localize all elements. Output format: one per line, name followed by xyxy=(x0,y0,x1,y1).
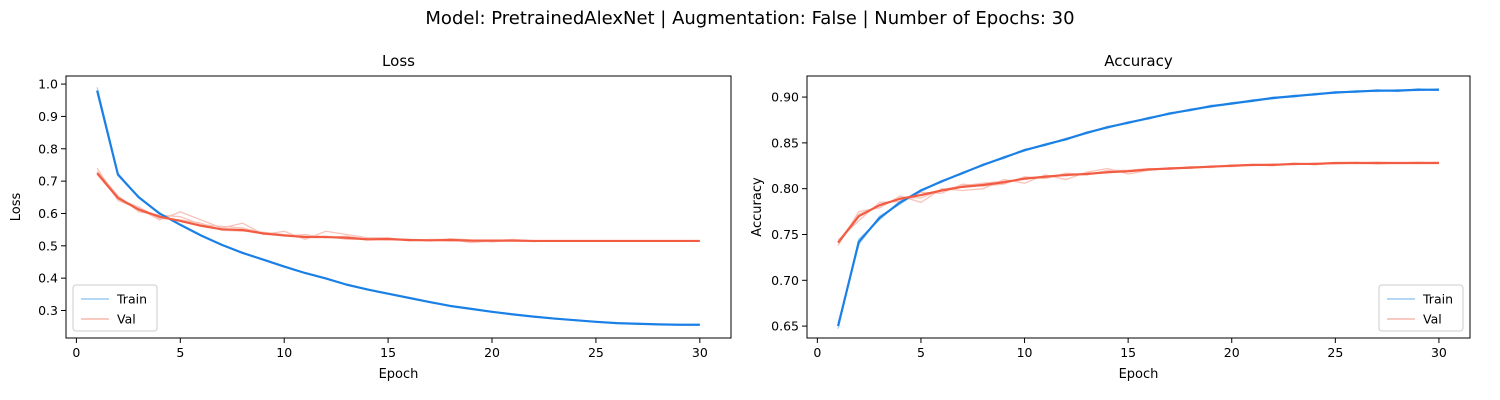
accuracy-xtick-label: 30 xyxy=(1431,345,1447,360)
accuracy-axes-frame xyxy=(806,75,1471,339)
loss-train-run-1-line xyxy=(96,87,700,326)
accuracy-train-mean-line xyxy=(837,88,1439,327)
loss-chart: Loss 0 5 10 15 20 25 30 0.3 0.4 0.5 0.6 0.7 0.8 0.9 1.0… xyxy=(9,52,732,382)
loss-legend: Train Val xyxy=(72,284,158,332)
loss-legend-label-train: Train xyxy=(116,292,147,307)
loss-train-mean-line xyxy=(96,90,700,326)
accuracy-val-run-3-line xyxy=(837,161,1439,243)
accuracy-legend-label-val: Val xyxy=(1423,312,1442,327)
loss-val-run-2-line xyxy=(96,170,700,243)
accuracy-train-run-1-line xyxy=(837,88,1439,329)
loss-val-run-3-line xyxy=(96,174,700,242)
accuracy-title: Accuracy xyxy=(1104,52,1173,70)
loss-ytick-label: 0.9 xyxy=(38,109,58,124)
loss-xtick-label: 5 xyxy=(176,345,184,360)
loss-lines xyxy=(96,87,700,326)
accuracy-ytick-label: 0.65 xyxy=(771,319,799,334)
accuracy-lines xyxy=(837,88,1439,329)
loss-xtick-label: 20 xyxy=(484,345,500,360)
loss-ytick-label: 0.8 xyxy=(38,141,58,156)
figure-suptitle: Model: PretrainedAlexNet | Augmentation:… xyxy=(425,8,1074,29)
accuracy-ytick-label: 0.80 xyxy=(771,181,799,196)
loss-xtick-label: 25 xyxy=(588,345,604,360)
loss-ytick-label: 0.6 xyxy=(38,206,58,221)
loss-ylabel: Loss xyxy=(9,193,24,222)
loss-xtick-label: 0 xyxy=(72,345,80,360)
accuracy-val-mean-line xyxy=(837,161,1439,244)
loss-xtick-label: 30 xyxy=(692,345,708,360)
loss-ytick-label: 0.4 xyxy=(38,271,58,286)
loss-train-run-2-line xyxy=(96,92,700,326)
loss-val-run-1-line xyxy=(96,167,700,244)
loss-ytick-label: 0.5 xyxy=(38,238,58,253)
accuracy-xtick-label: 0 xyxy=(813,345,821,360)
accuracy-val-run-1-line xyxy=(837,161,1439,246)
accuracy-chart: Accuracy 0 5 10 15 20 25 30 0.65 0.70 0.75 0.80 0.85… xyxy=(750,52,1471,382)
accuracy-ytick-label: 0.70 xyxy=(771,273,799,288)
accuracy-xtick-label: 25 xyxy=(1327,345,1343,360)
loss-xtick-label: 10 xyxy=(276,345,292,360)
accuracy-ylabel: Accuracy xyxy=(750,177,765,237)
accuracy-val-run-2-line xyxy=(837,161,1439,241)
accuracy-ytick-label: 0.85 xyxy=(771,135,799,150)
accuracy-ytick-label: 0.90 xyxy=(771,90,799,105)
accuracy-xtick-label: 20 xyxy=(1224,345,1240,360)
loss-val-mean-line xyxy=(96,172,700,243)
loss-title: Loss xyxy=(382,52,415,70)
loss-ytick-label: 0.3 xyxy=(38,303,58,318)
loss-ytick-label: 0.7 xyxy=(38,174,58,189)
accuracy-xtick-label: 15 xyxy=(1120,345,1136,360)
accuracy-legend-label-train: Train xyxy=(1422,292,1453,307)
loss-xlabel: Epoch xyxy=(379,367,419,382)
loss-axes-frame xyxy=(65,75,732,339)
loss-legend-label-val: Val xyxy=(117,312,136,327)
accuracy-legend: Train Val xyxy=(1378,284,1464,332)
accuracy-ytick-label: 0.75 xyxy=(771,227,799,242)
loss-xtick-label: 15 xyxy=(380,345,396,360)
accuracy-train-run-2-line xyxy=(837,88,1439,324)
accuracy-xtick-label: 5 xyxy=(917,345,925,360)
accuracy-xlabel: Epoch xyxy=(1119,367,1159,382)
loss-ytick-label: 1.0 xyxy=(38,77,58,92)
accuracy-xtick-label: 10 xyxy=(1017,345,1033,360)
